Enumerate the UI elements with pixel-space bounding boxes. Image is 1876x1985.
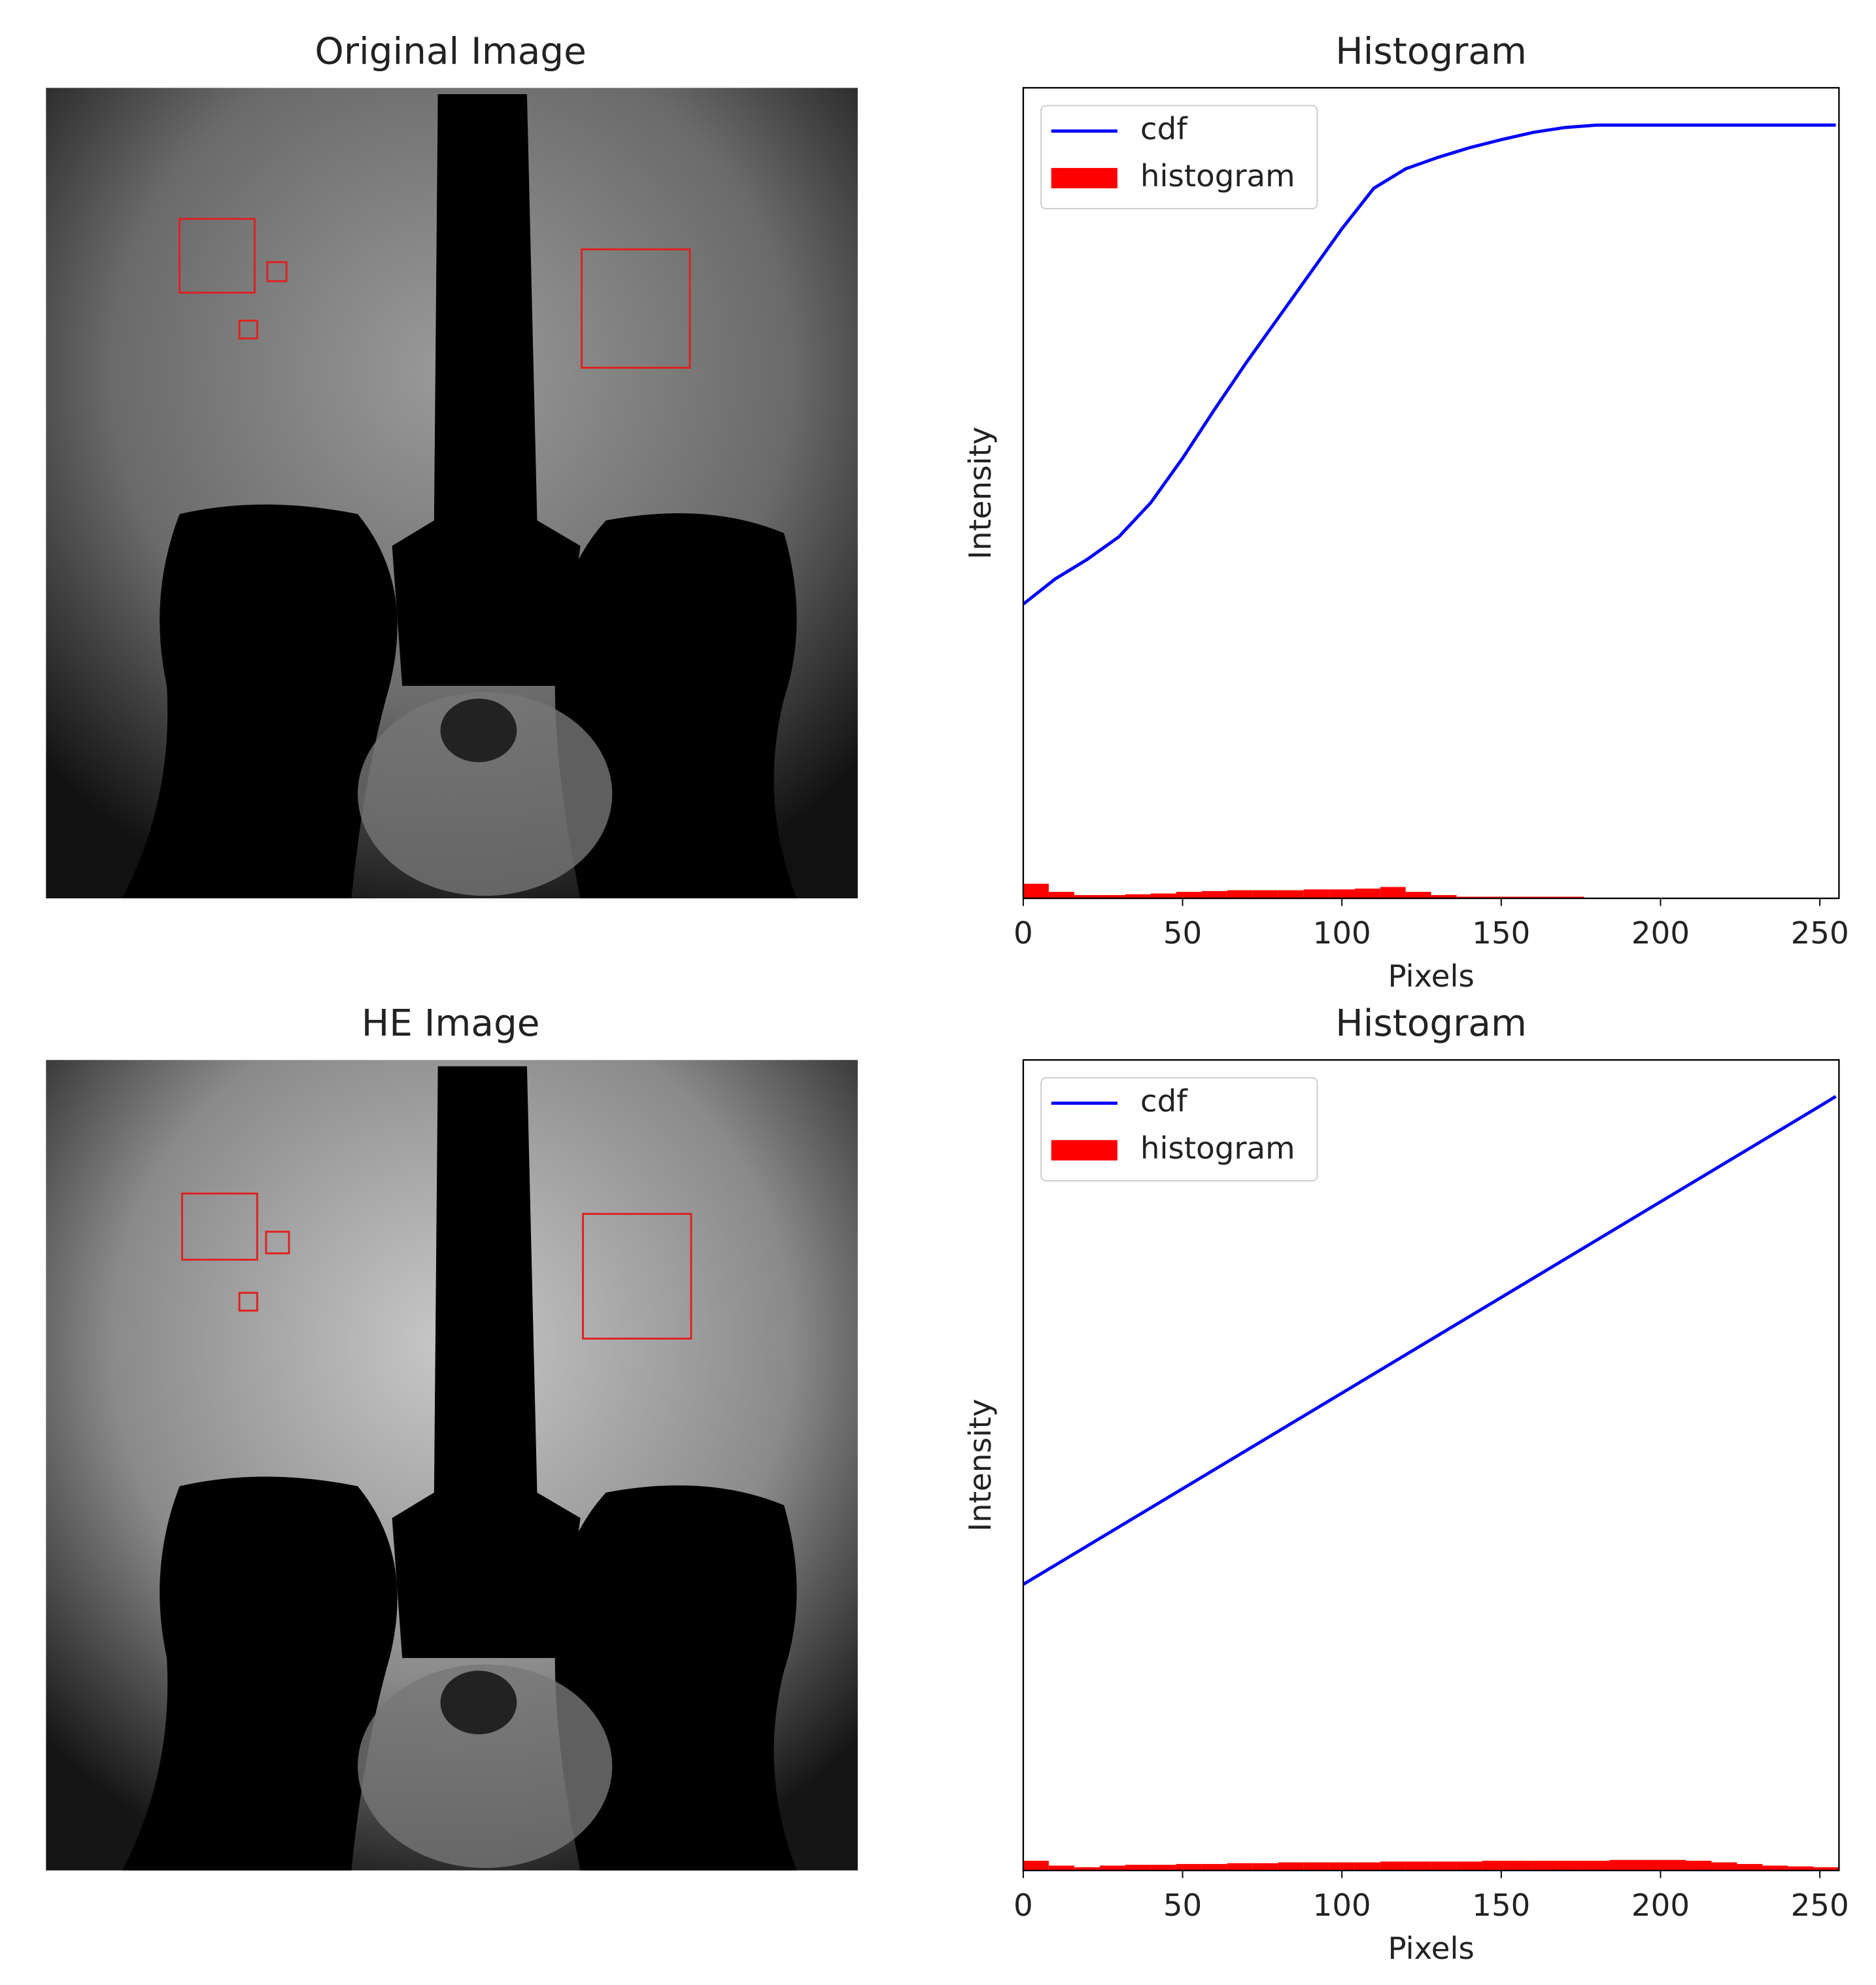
histogram-bar [1048, 892, 1074, 898]
x-tick-label: 200 [1631, 1888, 1690, 1924]
y-axis-label: Intensity [963, 1399, 998, 1531]
chart: Histogram Pixels Intensity 0 50 100 150 200 250 c… [963, 1002, 1849, 1967]
y-axis-label: Intensity [963, 427, 998, 560]
image-title: HE Image [362, 1002, 540, 1045]
legend-label: cdf [1140, 112, 1188, 147]
histogram-bar [1303, 889, 1329, 898]
legend-swatch [1051, 1140, 1117, 1161]
histogram-bar [1278, 890, 1304, 898]
histogram-bar [1150, 1865, 1176, 1871]
histogram-bar [1635, 1859, 1661, 1871]
chart: Histogram Pixels Intensity 0 50 100 150 200 250 c… [963, 30, 1849, 994]
histogram-bar [1252, 890, 1278, 898]
x-axis-label: Pixels [1388, 1931, 1474, 1967]
histogram-bar [1227, 1863, 1253, 1871]
histogram-bar [1099, 1865, 1125, 1871]
x-tick-label: 50 [1163, 1888, 1202, 1924]
plot-frame [1022, 1059, 1840, 1872]
legend-swatch [1051, 167, 1117, 189]
histogram-bar [1456, 1861, 1482, 1871]
x-tick-label: 100 [1313, 1888, 1371, 1924]
histogram-bar [1125, 894, 1151, 898]
histogram-bar [1558, 1860, 1584, 1871]
histogram-bar [1558, 896, 1584, 898]
histogram-bar [1380, 1861, 1406, 1871]
histogram-bar [1303, 1862, 1329, 1871]
histogram-bar [1329, 1862, 1355, 1871]
histogram-bar [1150, 893, 1176, 898]
histogram-bar [1431, 895, 1457, 898]
histogram-bar [1686, 1860, 1712, 1871]
chart-title: Histogram [1335, 1002, 1527, 1045]
histogram-bar [1431, 1861, 1457, 1871]
legend-label: histogram [1140, 159, 1295, 194]
histogram-bar [1762, 1865, 1788, 1871]
histogram-bar [1482, 896, 1508, 898]
histogram-bar [1201, 1863, 1227, 1871]
histogram-bar [1176, 892, 1202, 898]
histogram-bar [1023, 883, 1049, 898]
plot-frame [1022, 87, 1840, 900]
histogram-bar [1533, 1860, 1559, 1871]
x-tick-label: 200 [1631, 916, 1690, 951]
legend: cdf histogram [1040, 105, 1318, 210]
image-title: Original Image [315, 30, 586, 73]
histogram-bar [1329, 889, 1355, 898]
histogram-bar [1099, 895, 1125, 898]
histogram-bar [1711, 1862, 1737, 1871]
histogram-bar [1176, 1863, 1202, 1871]
histogram-bar [1074, 1867, 1100, 1871]
histogram-bar [1023, 1860, 1049, 1871]
histogram-bar [1227, 890, 1253, 898]
image-he: HE Image [46, 1002, 858, 1871]
x-tick-label: 150 [1472, 1888, 1530, 1924]
histogram-bar [1533, 896, 1559, 898]
x-tick-label: 0 [1014, 916, 1033, 951]
chart-title: Histogram [1335, 30, 1527, 73]
x-tick-label: 150 [1472, 916, 1530, 951]
histogram-bar [1737, 1863, 1763, 1871]
histogram-bar [1278, 1862, 1304, 1871]
x-tick-label: 250 [1791, 1888, 1849, 1924]
x-tick-label: 0 [1014, 1888, 1033, 1924]
histogram-bar [1482, 1860, 1508, 1871]
x-axis-label: Pixels [1388, 959, 1474, 994]
x-tick-label: 50 [1163, 916, 1202, 951]
image-original: Original Image [46, 30, 858, 898]
legend: cdf histogram [1040, 1077, 1318, 1182]
histogram-bar [1354, 1862, 1380, 1871]
legend-label: histogram [1140, 1131, 1295, 1166]
histogram-bar [1456, 896, 1482, 898]
legend-label: cdf [1140, 1084, 1188, 1119]
x-tick-label: 100 [1313, 916, 1371, 951]
histogram-bar [1507, 1860, 1533, 1871]
cdf-line [1022, 1094, 1837, 1586]
cdf-line [1022, 123, 1836, 605]
histogram-bar [1788, 1866, 1814, 1871]
x-tick-label: 250 [1791, 916, 1849, 951]
histogram-bar [1507, 896, 1533, 898]
histogram-bar [1125, 1865, 1151, 1871]
histogram-bar [1354, 889, 1380, 898]
histogram-bar [1660, 1859, 1686, 1871]
histogram-bar [1201, 891, 1227, 898]
histogram-bar [1405, 1861, 1431, 1871]
histogram-bar [1074, 895, 1100, 898]
histogram-bar [1048, 1865, 1074, 1871]
histogram-bar [1813, 1867, 1839, 1871]
histogram-bar [1609, 1859, 1635, 1871]
histogram-bar [1584, 1860, 1610, 1871]
histogram-bar [1252, 1863, 1278, 1871]
histogram-bar [1405, 892, 1431, 898]
histogram-bar [1380, 887, 1406, 898]
